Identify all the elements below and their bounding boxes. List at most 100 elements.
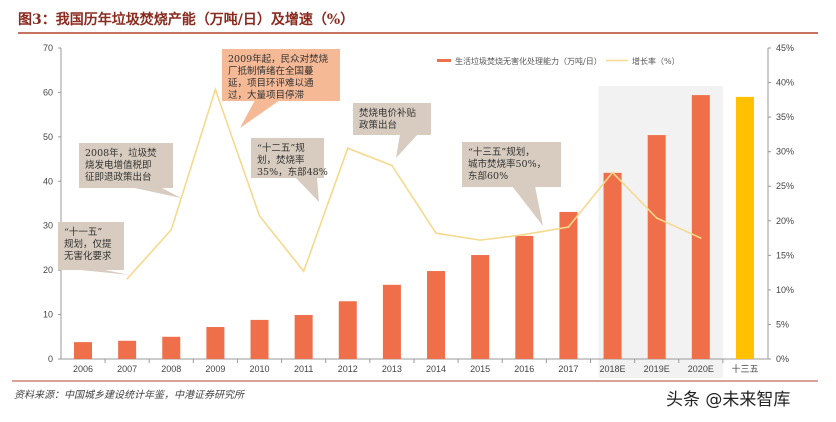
callout-text: 政策出台 (359, 119, 397, 131)
growth-point-2014 (435, 232, 437, 235)
callout-pointer (70, 269, 130, 275)
callout-text: 厂抵制情绪在全国蔓 (228, 65, 314, 77)
bar-2018E (603, 172, 622, 359)
callout-text: 东部60% (468, 170, 508, 182)
bar-2008 (162, 336, 181, 359)
annotations: “十一五”规划，仅提无害化要求2008年，垃圾焚烧发电增值税即征即退政策出台20… (58, 49, 561, 275)
callout: “十三五”规划，城市焚烧率50%，东部60% (462, 142, 561, 226)
growth-point-2011 (302, 270, 305, 273)
bar-2009 (206, 327, 225, 359)
x-tick-label: 2010 (250, 364, 270, 374)
x-tick-label: 2014 (426, 364, 446, 374)
callout-text: 延，项目环评难以通 (228, 77, 314, 89)
bar-2015 (471, 255, 490, 359)
growth-point-2013 (391, 164, 393, 167)
bar-2010 (250, 319, 269, 359)
callout-text: 划，焚烧率 (257, 154, 305, 166)
left-tick-label: 0 (48, 354, 53, 364)
bar-十三五 (735, 96, 754, 359)
right-tick-label: 20% (776, 216, 794, 226)
callout-box (353, 103, 431, 135)
callout-box (79, 143, 173, 188)
callout-pointer (396, 134, 418, 158)
left-tick-label: 30 (43, 221, 53, 231)
growth-point-2007 (126, 278, 128, 280)
right-tick-label: 0% (776, 354, 789, 364)
bar-2007 (118, 340, 137, 359)
callout-text: 城市焚烧率50%， (468, 158, 546, 170)
left-tick-label: 70 (43, 43, 53, 53)
right-tick-label: 45% (776, 43, 794, 53)
growth-point-2016 (523, 233, 526, 236)
legend: 生活垃圾焚烧无害化处理能力（万吨/日） 增长率（%） (437, 56, 680, 66)
growth-point-2019E (655, 217, 658, 219)
x-tick-label: 2019E (644, 364, 670, 374)
legend-bar-swatch (437, 59, 451, 62)
callout-text: “十三五”规划， (468, 146, 535, 158)
right-tick-label: 40% (776, 78, 794, 88)
growth-point-2020E (700, 237, 702, 239)
right-tick-label: 5% (776, 319, 789, 329)
callout-text: 规划，仅提 (64, 238, 112, 250)
callout-text: “十二五”规 (257, 142, 305, 154)
right-tick-label: 35% (776, 112, 794, 122)
right-tick-label: 30% (776, 147, 794, 157)
bar-2017 (559, 211, 578, 359)
right-tick-label: 25% (776, 181, 794, 191)
bar-2019E (647, 135, 666, 359)
x-tick-label: 2018E (600, 364, 626, 374)
callout-text: 35%，东部48% (257, 166, 328, 178)
bar-2011 (294, 315, 313, 359)
growth-point-2009 (214, 88, 217, 91)
callout-text: “十一五” (64, 226, 102, 238)
legend-bar-label: 生活垃圾焚烧无害化处理能力（万吨/日） (455, 56, 602, 66)
x-tick-label: 2013 (382, 364, 402, 374)
growth-point-2018E (611, 171, 614, 174)
callout-text: 过，大量项目停滞 (228, 89, 305, 101)
x-tick-label: 十三五 (731, 363, 758, 374)
bar-2006 (74, 342, 92, 359)
x-tick-label: 2009 (205, 364, 225, 374)
callout-text: 2008年，垃圾焚 (85, 147, 157, 159)
bar-2012 (338, 301, 357, 359)
callout-text: 2009年起，民众对焚烧 (228, 53, 329, 65)
growth-point-2008 (170, 228, 173, 231)
bar-2014 (427, 271, 446, 359)
growth-point-2010 (258, 215, 261, 217)
left-tick-label: 20 (43, 265, 53, 275)
left-tick-label: 10 (43, 310, 53, 320)
callout-pointer (240, 100, 280, 128)
growth-point-2012 (346, 147, 349, 150)
chart-title: 图3：我国历年垃圾焚烧产能（万吨/日）及增速（%） (18, 11, 354, 28)
callout-pointer (512, 186, 543, 226)
x-tick-label: 2020E (688, 364, 714, 374)
callout-pointer (295, 177, 319, 202)
growth-point-2017 (567, 226, 570, 228)
callout-text: 焚烧电价补贴 (359, 107, 417, 119)
growth-point-2015 (479, 239, 481, 241)
right-tick-label: 15% (776, 250, 794, 260)
x-tick-label: 2016 (514, 364, 534, 374)
callout-text: 烧发电增值税即 (85, 159, 152, 171)
callout-text: 无害化要求 (64, 250, 112, 262)
callout-box (222, 49, 340, 101)
callout-text: 征即退政策出台 (85, 171, 152, 183)
watermark: 头条 @未来智库 (666, 390, 790, 410)
callout-pointer (130, 187, 181, 198)
callout-box (58, 222, 124, 270)
callout-box (462, 142, 561, 187)
callout-box (251, 138, 324, 178)
bar-2016 (515, 235, 534, 359)
x-tick-label: 2012 (338, 364, 358, 374)
bar-2020E (691, 95, 710, 359)
growth-line (126, 86, 702, 280)
right-tick-label: 10% (776, 285, 794, 295)
x-tick-label: 2007 (117, 364, 137, 374)
legend-line-label: 增长率（%） (632, 56, 680, 66)
left-tick-label: 50 (43, 132, 53, 142)
left-tick-label: 40 (43, 176, 53, 186)
